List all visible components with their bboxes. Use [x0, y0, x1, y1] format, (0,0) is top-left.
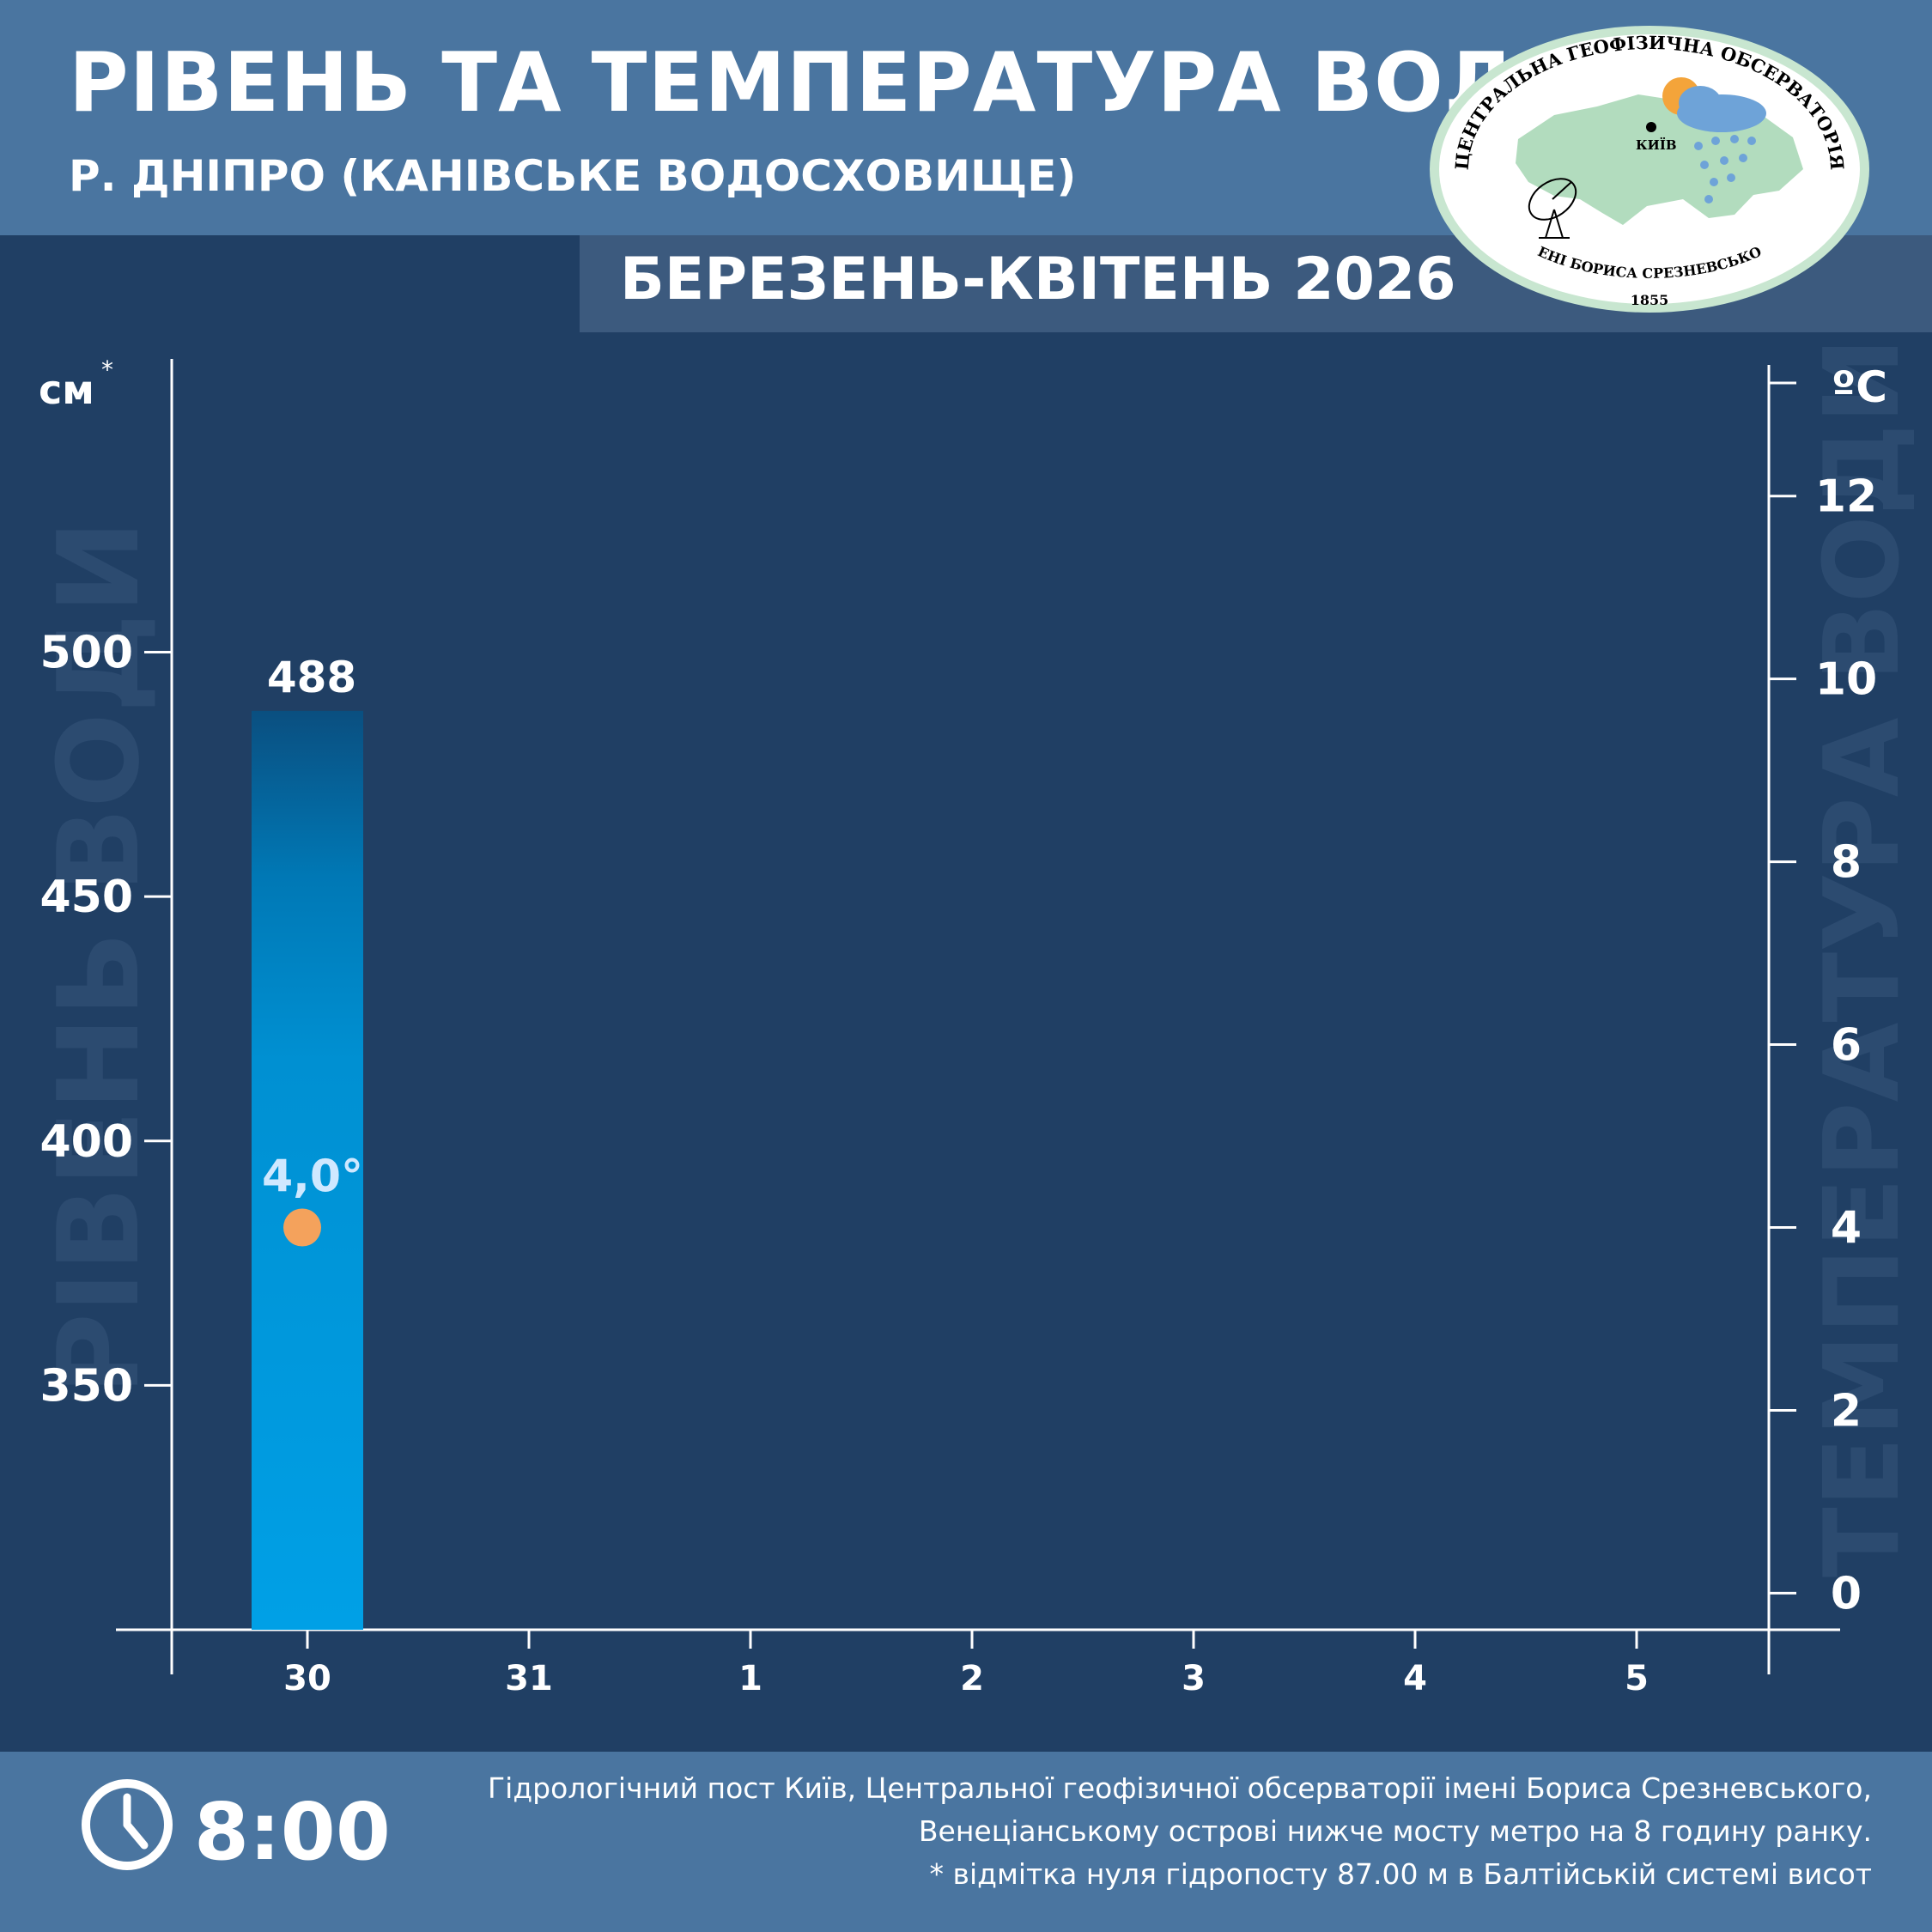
rain-icon	[1694, 135, 1756, 204]
left-axis-tick-label: 400	[39, 1116, 133, 1168]
x-axis-tick-label: 31	[505, 1659, 553, 1698]
left-axis-watermark: РІВЕНЬ ВОДИ	[33, 520, 164, 1395]
right-axis-tick-label: 10	[1815, 654, 1877, 706]
left-axis-unit-mark: *	[101, 355, 113, 384]
observation-time: 8:00	[194, 1786, 391, 1878]
left-axis-tick-label: 450	[39, 872, 133, 923]
right-axis-tick-label: 0	[1831, 1568, 1862, 1619]
right-axis-tick-label: 2	[1831, 1385, 1862, 1437]
footer-band	[0, 1752, 1932, 1932]
footnote-line-1: Гідрологічний пост Київ, Центральної гео…	[488, 1771, 1872, 1805]
x-axis-tick-label: 5	[1625, 1659, 1649, 1698]
right-axis-tick-label: 12	[1815, 471, 1877, 523]
right-axis-watermark: ТЕМПЕРАТУРА ВОДИ	[1803, 337, 1923, 1577]
footnote-line-2: Венеціанському острові нижче мосту метро…	[918, 1814, 1872, 1848]
period-label: БЕРЕЗЕНЬ-КВІТЕНЬ 2026	[620, 246, 1456, 313]
logo-city: КИЇВ	[1636, 137, 1677, 153]
left-axis-tick-label: 500	[39, 628, 133, 679]
right-axis-tick-label: 4	[1831, 1203, 1862, 1255]
page-title: РІВЕНЬ ТА ТЕМПЕРАТУРА ВОДИ	[69, 36, 1588, 131]
page-subtitle: Р. ДНІПРО (КАНІВСЬКЕ ВОДОСХОВИЩЕ)	[69, 151, 1077, 201]
left-axis-unit: см	[39, 367, 94, 413]
kyiv-dot	[1646, 122, 1656, 132]
right-axis-unit: ºC	[1832, 362, 1887, 412]
x-axis-tick-label: 1	[738, 1659, 762, 1698]
x-axis-tick-label: 30	[283, 1659, 331, 1698]
water-chart: РІВЕНЬ ВОДИ ТЕМПЕРАТУРА ВОДИ 350400450500…	[33, 337, 1923, 1698]
right-axis-tick-label: 8	[1831, 837, 1862, 889]
satellite-dish-icon	[1528, 178, 1577, 239]
x-axis-tick-label: 3	[1182, 1659, 1206, 1698]
footnote-line-3: * відмітка нуля гідропосту 87.00 м в Бал…	[929, 1857, 1872, 1891]
temperature-dot	[283, 1208, 321, 1247]
x-axis-tick-label: 4	[1403, 1659, 1427, 1698]
clock-icon	[82, 1779, 173, 1870]
right-axis-tick-label: 6	[1831, 1020, 1862, 1072]
water-level-label: 488	[267, 653, 356, 702]
left-axis-tick-label: 350	[39, 1360, 133, 1412]
observatory-logo: КИЇВ ЦЕНТРАЛЬНА ГЕОФІЗИЧНА ОБСЕРВАТОРІЯ …	[1425, 19, 1869, 313]
logo-year: 1855	[1631, 292, 1669, 308]
temperature-label: 4,0°	[262, 1151, 363, 1203]
x-axis-tick-label: 2	[960, 1659, 984, 1698]
water-level-bar	[252, 710, 363, 1630]
